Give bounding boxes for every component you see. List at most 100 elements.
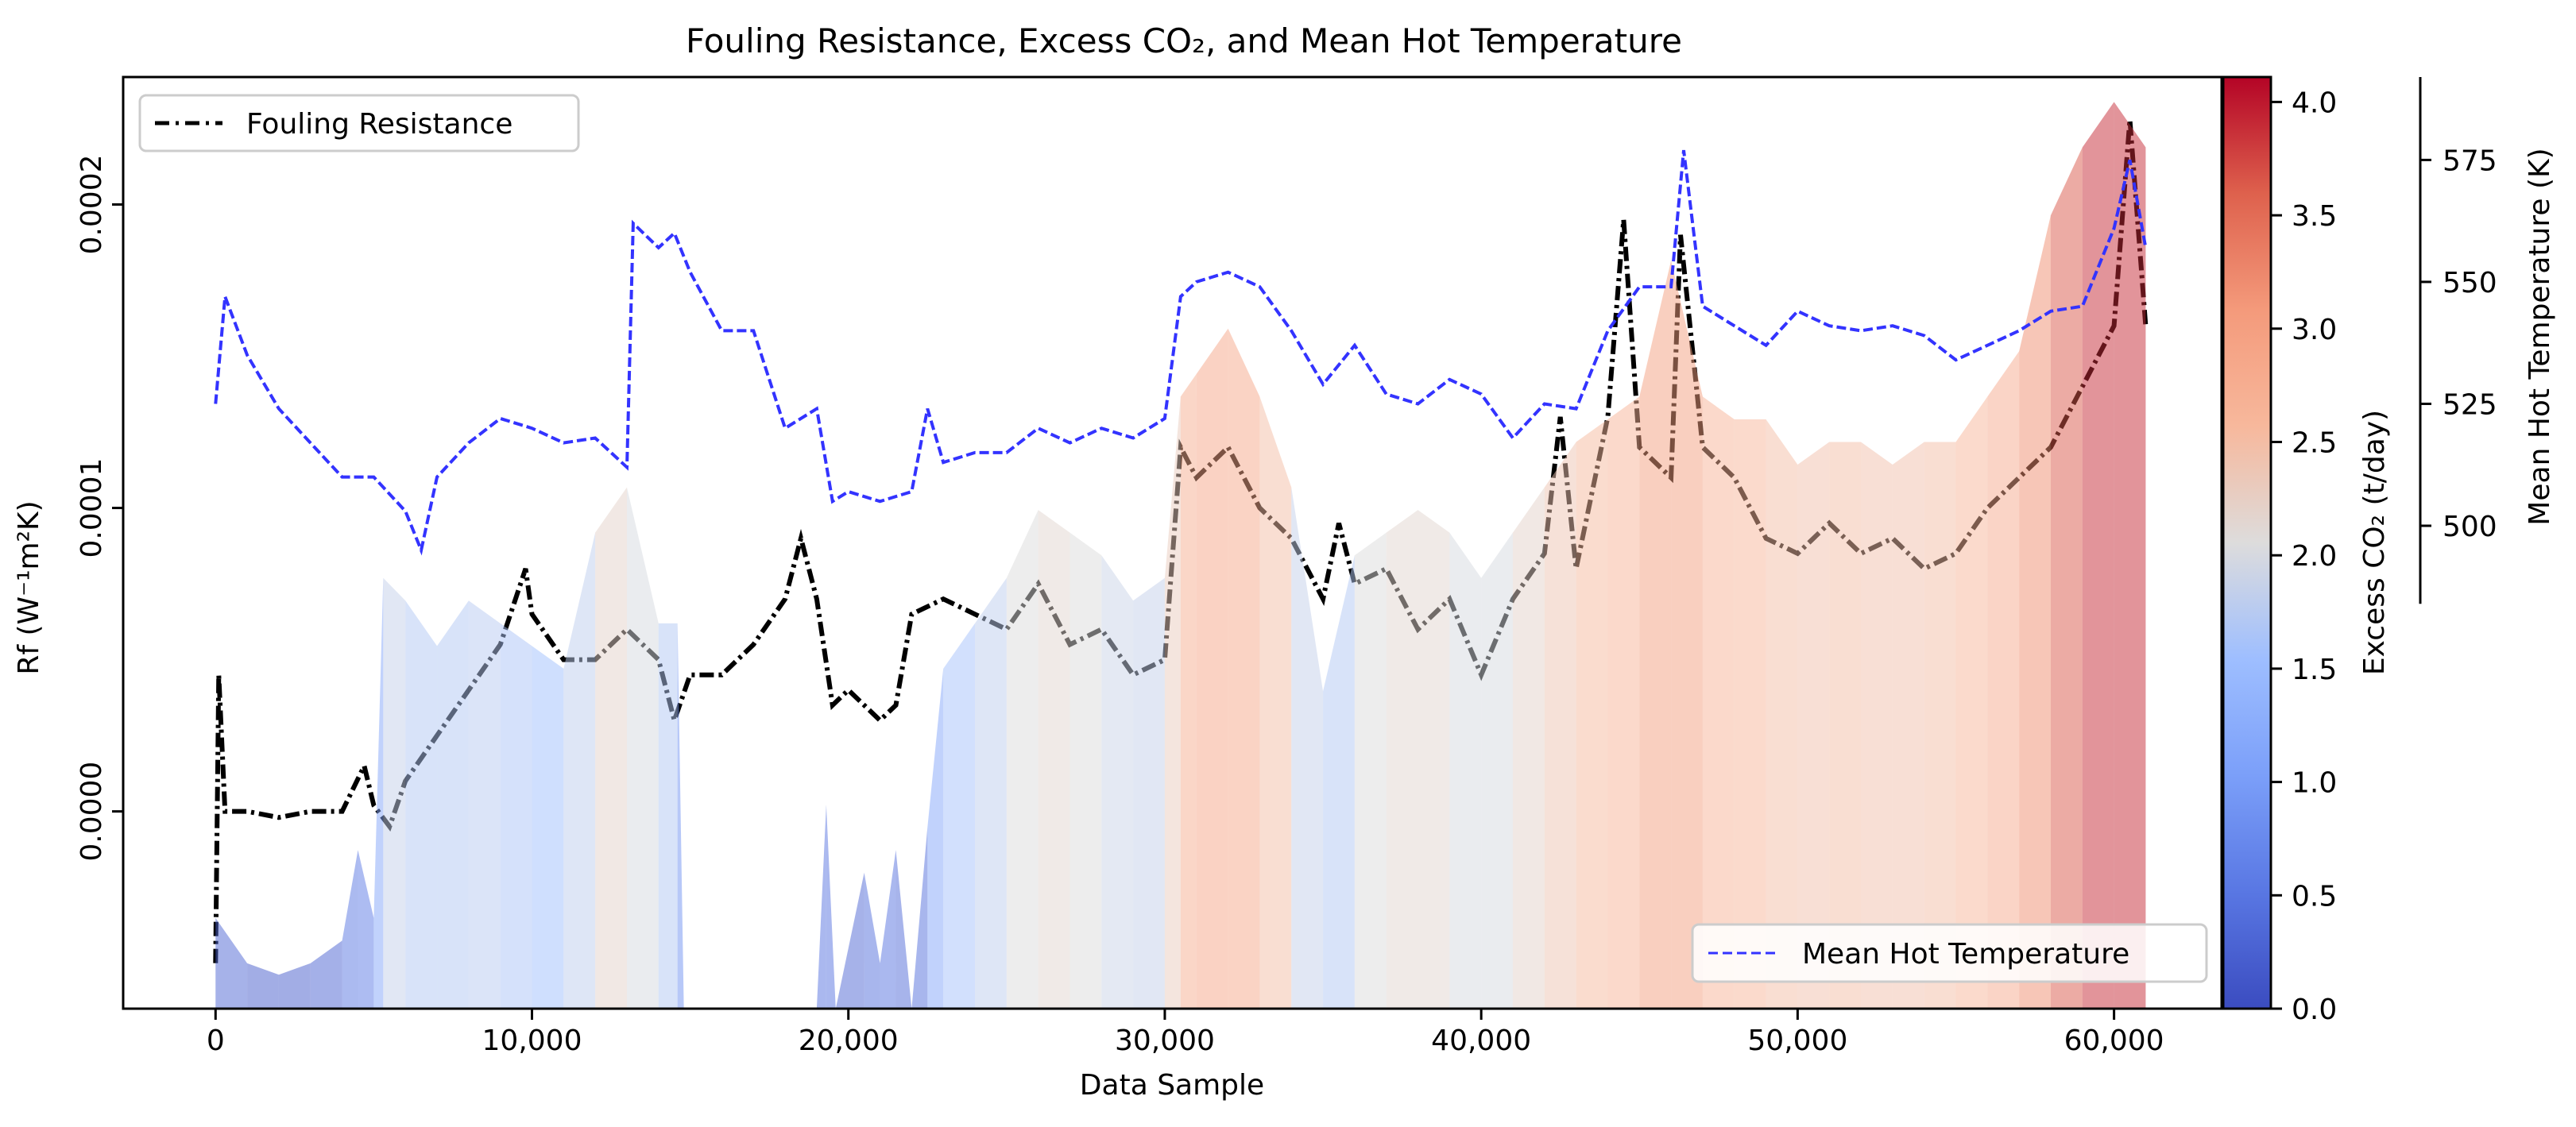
co2-fill-segment [1892,442,1924,1009]
colorbar-tick-label: 0.0 [2292,994,2337,1026]
co2-fill-segment [1481,532,1513,1009]
colorbar-tick-label: 1.5 [2292,654,2337,686]
x-axis: 0 10,000 20,000 30,000 40,000 50,000 60,000 [207,1009,2164,1057]
co2-fill-segment [1291,487,1324,1009]
co2-fill-segment [2050,147,2083,1009]
co2-fill-segment [1576,419,1608,1009]
temperature-series [214,149,2148,556]
y-tick-label: 0.0002 [75,154,108,254]
x-tick-label: 50,000 [1747,1025,1847,1057]
co2-fill-segment [215,917,248,1009]
temperature-tick-label: 525 [2443,388,2497,421]
co2-fill-segment [500,623,532,1009]
co2-fill-segment [563,532,596,1009]
co2-fill-segment [1512,487,1545,1009]
x-tick-label: 20,000 [799,1025,899,1057]
colorbar-label: Excess CO₂ (t/day) [2358,410,2391,675]
colorbar-tick-label: 3.0 [2292,314,2337,346]
co2-fill-segment [1323,555,1355,1009]
co2-fill-segment [1164,396,1181,1009]
legend-label: Fouling Resistance [246,108,512,141]
co2-fill-segment [1861,442,1893,1009]
y-tick-label: 0.0001 [75,458,108,558]
x-tick-label: 0 [207,1025,225,1057]
co2-fill-segment [1101,555,1134,1009]
co2-fill-segment [247,963,279,1009]
y-tick-label: 0.0000 [75,762,108,862]
co2-fill-segment [1354,532,1387,1009]
x-tick-label: 30,000 [1115,1025,1215,1057]
co2-fill-segment [1607,396,1640,1009]
co2-fill-segment [1702,396,1735,1009]
co2-fill-segment [880,850,896,1009]
co2-fill-segment [927,668,944,1009]
x-tick-label: 40,000 [1431,1025,1531,1057]
colorbar-axis: 0.0 0.5 1.0 1.5 2.0 2.5 3.0 3.5 4.0 [2271,87,2337,1026]
temperature-axis-label: Mean Hot Temperature (K) [2524,148,2556,525]
y-axis-label: Rf (W⁻¹m²K) [13,500,45,674]
co2-fill-segment [1797,442,1830,1009]
co2-fill-segment [1987,351,2020,1009]
co2-fill-segment [1671,261,1703,1009]
chart-title: Fouling Resistance, Excess CO₂, and Mean… [686,21,1682,60]
co2-fill-segment [658,623,678,1009]
co2-fill-segment [943,623,976,1009]
x-tick-label: 60,000 [2064,1025,2164,1057]
co2-fill-segment [1069,532,1102,1009]
co2-fill-segment [1006,510,1039,1009]
x-axis-label: Data Sample [1080,1069,1264,1102]
colorbar-tick-label: 3.5 [2292,200,2337,233]
co2-fill-segment [1418,510,1450,1009]
co2-fill-segment [405,600,438,1009]
co2-fill-segment [1829,442,1862,1009]
legend-label: Mean Hot Temperature [1802,938,2129,971]
co2-fill-segment [437,600,469,1009]
colorbar-tick-label: 2.5 [2292,426,2337,459]
colorbar-tick-label: 0.5 [2292,880,2337,913]
co2-fill-segment [1196,328,1228,1009]
co2-fill-segment [278,963,311,1009]
co2-fill-segment [1544,442,1576,1009]
colorbar-tick-label: 2.0 [2292,540,2337,573]
co2-fill-segment [468,600,501,1009]
co2-fill-segment [864,872,880,1009]
colorbar-tick-label: 1.0 [2292,767,2337,800]
co2-fill-segment [1180,373,1197,1009]
temperature-axis: 500 525 550 575 [2419,77,2497,604]
co2-fill-segment [383,577,406,1009]
co2-fill-segment [826,805,836,1009]
temperature-tick-label: 575 [2443,145,2497,177]
y-axis: 0.0000 0.0001 0.0002 [75,154,123,862]
co2-fill-segment [975,577,1007,1009]
co2-fill-segment [1955,396,1988,1009]
plot-frame [122,75,2223,1010]
co2-fill-segment [1259,396,1292,1009]
co2-fill-segment [1924,442,1956,1009]
co2-fill-segment [595,487,627,1009]
colorbar-tick-label: 4.0 [2292,87,2337,119]
co2-fill-segment [532,646,564,1009]
co2-fill-segment [373,577,384,1009]
co2-fill-segment [2019,215,2051,1009]
co2-fill-segment [1449,532,1482,1009]
co2-fill-segment [1133,577,1165,1009]
legend-mean-hot-temperature: Mean Hot Temperature [1691,923,2208,983]
co2-fill-segment [310,940,342,1009]
temperature-tick-label: 500 [2443,511,2497,543]
co2-fill-segment [342,850,358,1009]
co2-fill-series [215,102,2146,1009]
co2-fill-segment [358,850,374,1009]
co2-fill-segment [816,805,826,1009]
co2-fill-segment [1766,419,1798,1009]
temperature-line [214,149,2148,556]
co2-fill-segment [835,872,864,1009]
co2-fill-segment [626,487,659,1009]
colorbar [2222,75,2272,1010]
co2-fill-segment [1734,419,1766,1009]
co2-fill-segment [1228,328,1260,1009]
co2-fill-segment [1386,510,1418,1009]
co2-fill-segment [1639,261,1672,1009]
x-tick-label: 10,000 [482,1025,582,1057]
co2-fill-segment [677,623,684,1009]
